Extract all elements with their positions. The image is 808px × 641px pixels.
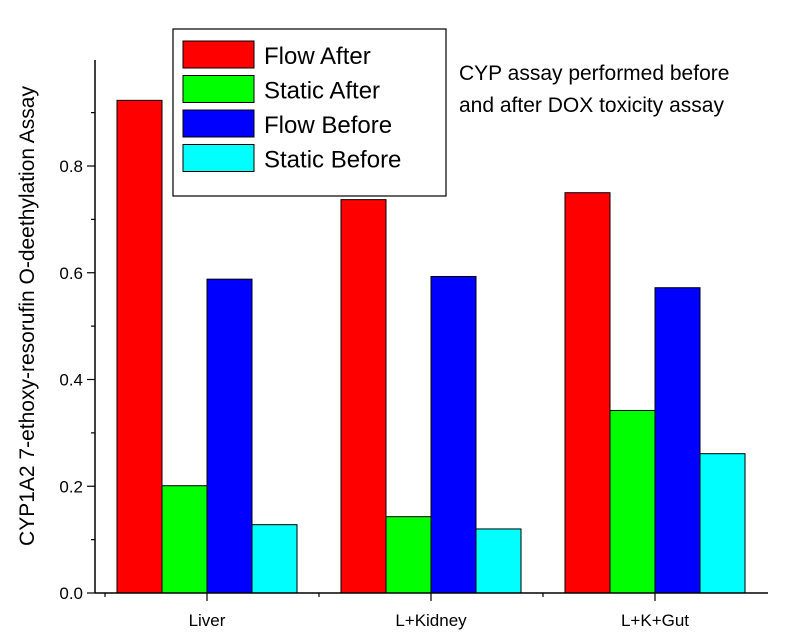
- y-tick-label: 0.2: [59, 477, 83, 496]
- bar-flow-after-liver: [116, 99, 163, 594]
- y-tick-label: 0.0: [59, 584, 83, 603]
- bar-static-after-l-k-gut: [609, 409, 656, 594]
- legend-label: Flow Before: [264, 112, 392, 139]
- y-tick-label: 0.4: [59, 371, 83, 390]
- bars: [116, 99, 746, 594]
- annotation-line-1: CYP assay performed before: [459, 62, 729, 85]
- bar-static-before-l-kidney: [475, 528, 522, 594]
- legend-label: Static Before: [264, 147, 401, 174]
- annotation: CYP assay performed before and after DOX…: [459, 62, 729, 117]
- legend: Flow After Static After Flow Before Static …: [172, 28, 447, 197]
- bar-flow-after-l-kidney: [340, 199, 387, 594]
- x-tick-labels: Liver L+Kidney L+K+Gut: [104, 593, 689, 630]
- x-tick-label: L+K+Gut: [621, 611, 689, 630]
- bar-static-after-l-kidney: [385, 516, 432, 594]
- legend-swatch-flow-after: [182, 40, 255, 69]
- bar-flow-before-l-k-gut: [654, 287, 701, 594]
- legend-label: Flow After: [264, 43, 371, 70]
- y-tick-label: 0.8: [59, 157, 83, 176]
- x-tick-label: L+Kidney: [395, 611, 467, 630]
- y-tick-label: 0.6: [59, 264, 83, 283]
- bar-static-before-l-k-gut: [699, 453, 746, 594]
- bar-static-before-liver: [251, 524, 298, 594]
- annotation-line-2: and after DOX toxicity assay: [459, 94, 724, 117]
- y-ticks: 0.0 0.2 0.4 0.6 0.8: [59, 112, 95, 603]
- bar-static-after-liver: [161, 485, 208, 594]
- legend-swatch-static-before: [182, 144, 255, 172]
- legend-swatch-static-after: [182, 75, 255, 103]
- legend-swatch-flow-before: [182, 109, 255, 138]
- legend-label: Static After: [264, 78, 380, 105]
- x-tick-label: Liver: [189, 611, 226, 630]
- bar-flow-after-l-k-gut: [564, 192, 611, 594]
- bar-flow-before-liver: [206, 278, 253, 594]
- bar-flow-before-l-kidney: [430, 275, 477, 594]
- y-axis-label: CYP1A2 7-ethoxy-resorufin O-deethylation…: [16, 86, 39, 546]
